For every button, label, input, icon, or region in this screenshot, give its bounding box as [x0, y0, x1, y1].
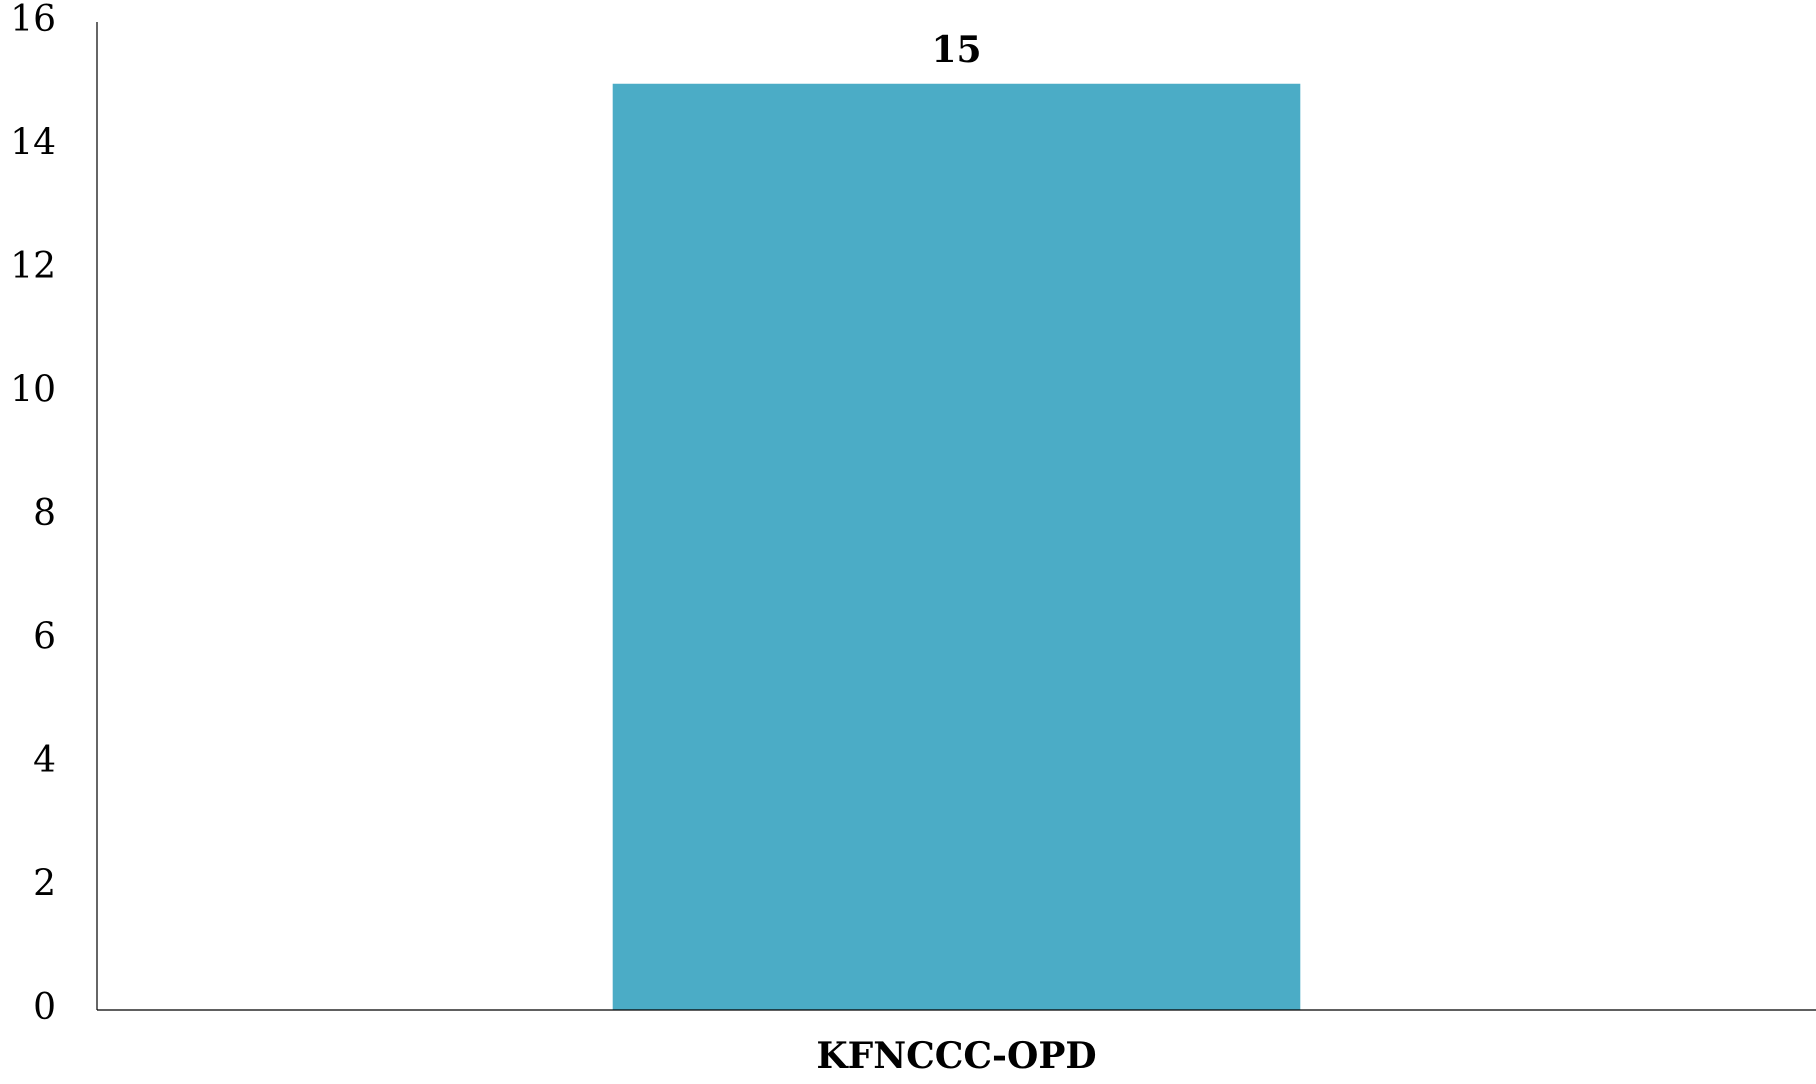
y-tick-label: 4 — [33, 740, 56, 781]
x-axis-labels: KFNCCC-OPD — [816, 1035, 1096, 1077]
y-tick-label: 0 — [33, 987, 56, 1028]
y-tick-label: 10 — [10, 370, 56, 411]
data-labels: 15 — [931, 29, 981, 71]
bars — [612, 83, 1301, 1010]
y-tick-label: 14 — [10, 123, 56, 164]
y-tick-label: 12 — [10, 246, 56, 287]
x-category-label: KFNCCC-OPD — [816, 1035, 1096, 1077]
y-tick-label: 6 — [33, 617, 56, 658]
y-axis-ticks: 0 2 4 6 8 10 12 14 16 — [10, 0, 56, 1028]
y-tick-label: 8 — [33, 493, 56, 534]
bar — [612, 83, 1301, 1010]
y-tick-label: 16 — [10, 0, 56, 40]
y-tick-label: 2 — [33, 864, 56, 905]
bar-value-label: 15 — [931, 29, 981, 71]
